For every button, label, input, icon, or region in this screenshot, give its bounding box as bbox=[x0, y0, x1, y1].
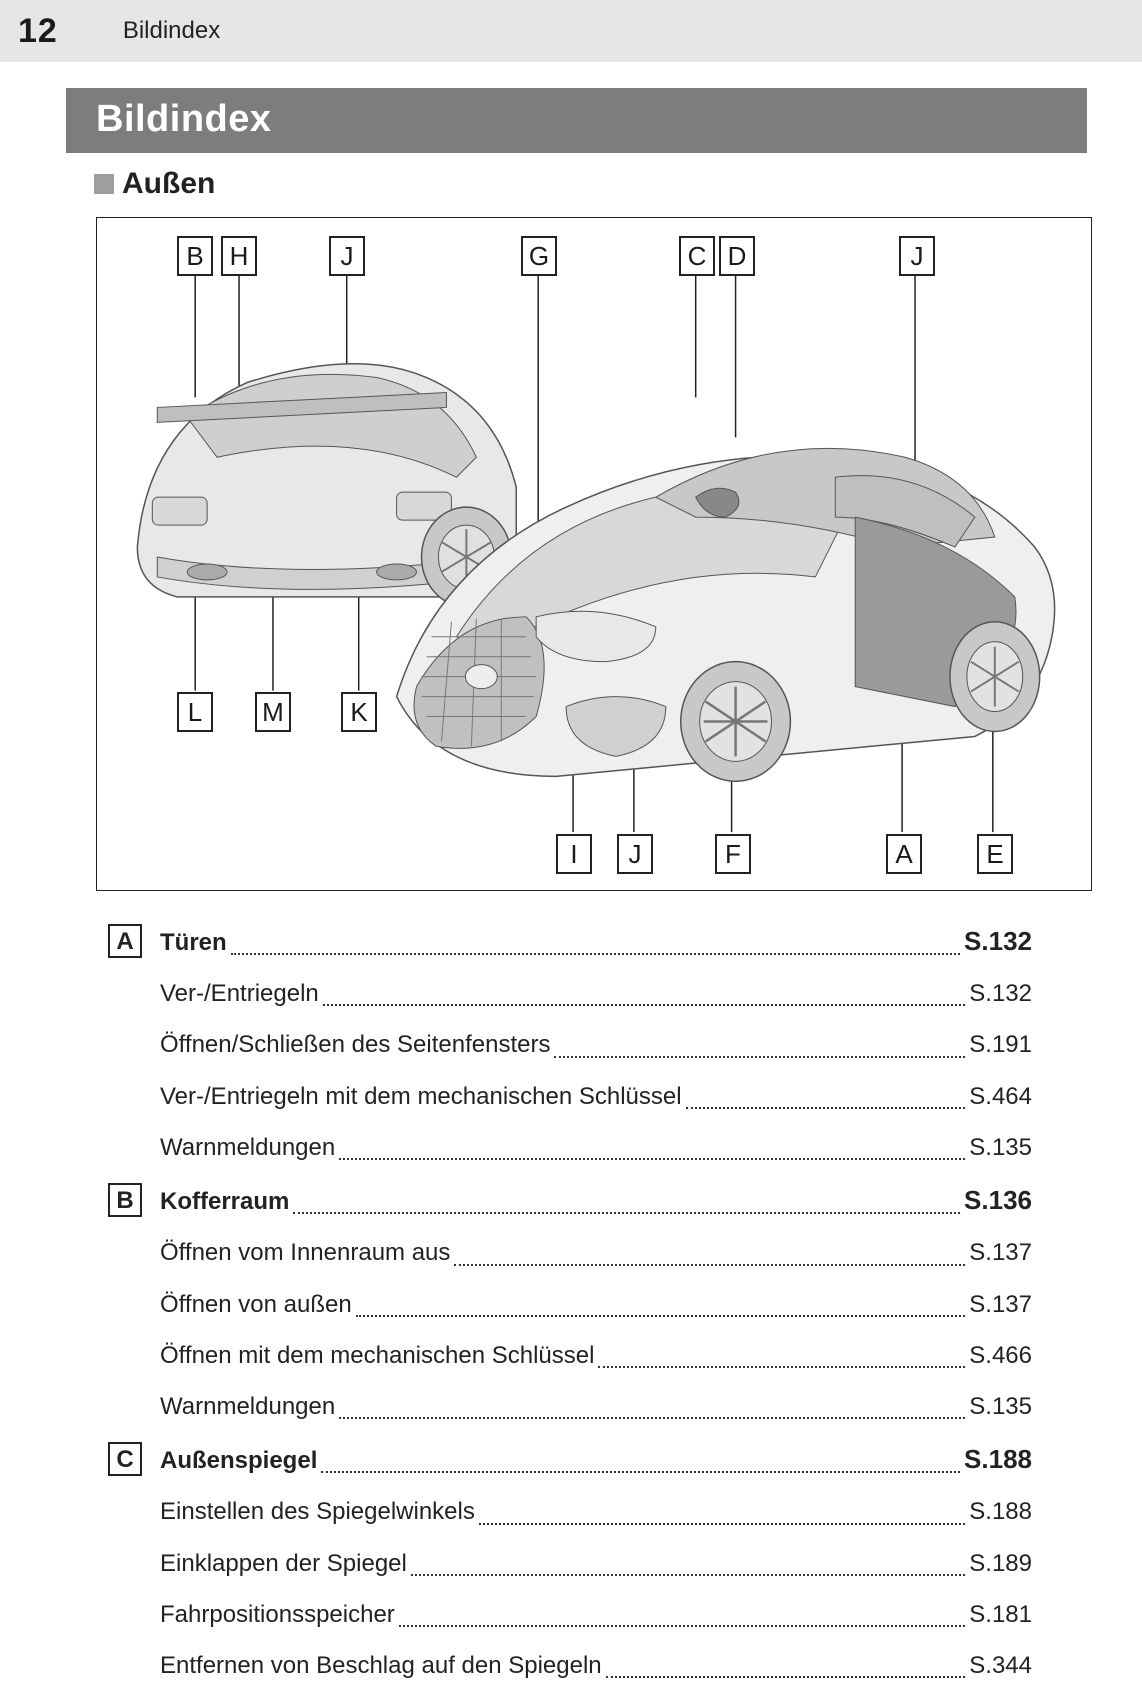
page-number: 12 bbox=[18, 12, 58, 51]
index-heading-page: S.136 bbox=[964, 1180, 1032, 1220]
page-title: Bildindex bbox=[66, 88, 1087, 153]
index-item-page: S.181 bbox=[969, 1596, 1032, 1633]
callout-k: K bbox=[341, 692, 377, 732]
exterior-diagram: BHJGCDJLMKIJFAE bbox=[96, 217, 1092, 891]
leader-dots bbox=[454, 1264, 965, 1266]
callout-b: B bbox=[177, 236, 213, 276]
index-item-row: Ver-/Entriegeln mit dem mechanischen Sch… bbox=[108, 1078, 1032, 1115]
callout-l: L bbox=[177, 692, 213, 732]
index-item-label: Einstellen des Spiegelwinkels bbox=[160, 1493, 475, 1530]
index-item-page: S.135 bbox=[969, 1129, 1032, 1166]
header-section-title: Bildindex bbox=[123, 17, 220, 45]
index-heading-row: B Kofferraum S.136 bbox=[108, 1180, 1032, 1220]
callout-e: E bbox=[977, 834, 1013, 874]
index-item-row: Öffnen mit dem mechanischen Schlüssel S.4… bbox=[108, 1337, 1032, 1374]
page-content: Bildindex Außen bbox=[0, 88, 1142, 1684]
index-heading-page: S.188 bbox=[964, 1439, 1032, 1479]
leader-dots bbox=[293, 1212, 960, 1214]
page-header: 12 Bildindex bbox=[0, 0, 1142, 62]
callout-j: J bbox=[899, 236, 935, 276]
leader-dots bbox=[399, 1625, 965, 1627]
car-illustration bbox=[97, 218, 1091, 890]
callout-g: G bbox=[521, 236, 557, 276]
leader-dots bbox=[411, 1574, 965, 1576]
callout-a: A bbox=[886, 834, 922, 874]
callout-m: M bbox=[255, 692, 291, 732]
index-item-label: Ver-/Entriegeln bbox=[160, 975, 319, 1012]
index-item-label: Warnmeldungen bbox=[160, 1388, 335, 1425]
leader-dots bbox=[686, 1107, 966, 1109]
index-item-row: Entfernen von Beschlag auf den Spiegeln S… bbox=[108, 1647, 1032, 1684]
section-subheading: Außen bbox=[94, 167, 1087, 201]
index-item-page: S.137 bbox=[969, 1234, 1032, 1271]
index-item-label: Öffnen mit dem mechanischen Schlüssel bbox=[160, 1337, 594, 1374]
index-item-page: S.132 bbox=[969, 975, 1032, 1012]
index-heading-label: Außenspiegel bbox=[160, 1442, 317, 1479]
leader-dots bbox=[554, 1056, 965, 1058]
callout-h: H bbox=[221, 236, 257, 276]
index-item-label: Öffnen/Schließen des Seitenfensters bbox=[160, 1026, 550, 1063]
index-item-row: Fahrpositionsspeicher S.181 bbox=[108, 1596, 1032, 1633]
index-item-page: S.464 bbox=[969, 1078, 1032, 1115]
index-item-page: S.137 bbox=[969, 1286, 1032, 1323]
callout-d: D bbox=[719, 236, 755, 276]
index-heading-row: C Außenspiegel S.188 bbox=[108, 1439, 1032, 1479]
index-group-a: A Türen S.132 Ver-/Entriegeln S.132 Öffnen/Sc… bbox=[108, 921, 1032, 1166]
leader-dots bbox=[479, 1523, 965, 1525]
index-item-label: Entfernen von Beschlag auf den Spiegeln bbox=[160, 1647, 602, 1684]
index-list: A Türen S.132 Ver-/Entriegeln S.132 Öffnen/Sc… bbox=[108, 921, 1032, 1684]
callout-f: F bbox=[715, 834, 751, 874]
callout-i: I bbox=[556, 834, 592, 874]
leader-dots bbox=[323, 1004, 966, 1006]
index-item-label: Warnmeldungen bbox=[160, 1129, 335, 1166]
index-item-page: S.188 bbox=[969, 1493, 1032, 1530]
index-letter-box: C bbox=[108, 1442, 142, 1476]
index-heading-page: S.132 bbox=[964, 921, 1032, 961]
index-heading-label: Türen bbox=[160, 924, 227, 961]
callout-c: C bbox=[679, 236, 715, 276]
index-item-label: Öffnen vom Innenraum aus bbox=[160, 1234, 450, 1271]
leader-dots bbox=[606, 1676, 966, 1678]
index-item-page: S.466 bbox=[969, 1337, 1032, 1374]
callout-j: J bbox=[329, 236, 365, 276]
leader-dots bbox=[356, 1315, 966, 1317]
index-item-row: Einstellen des Spiegelwinkels S.188 bbox=[108, 1493, 1032, 1530]
index-item-row: Öffnen von außen S.137 bbox=[108, 1286, 1032, 1323]
leader-dots bbox=[321, 1471, 960, 1473]
index-item-label: Ver-/Entriegeln mit dem mechanischen Sch… bbox=[160, 1078, 682, 1115]
leader-dots bbox=[598, 1366, 965, 1368]
index-heading-row: A Türen S.132 bbox=[108, 921, 1032, 961]
index-item-row: Warnmeldungen S.135 bbox=[108, 1388, 1032, 1425]
callout-j: J bbox=[617, 834, 653, 874]
leader-dots bbox=[339, 1158, 965, 1160]
index-item-page: S.344 bbox=[969, 1647, 1032, 1684]
index-item-page: S.135 bbox=[969, 1388, 1032, 1425]
subheading-text: Außen bbox=[122, 167, 215, 201]
index-item-page: S.189 bbox=[969, 1545, 1032, 1582]
rear-car-icon bbox=[137, 364, 516, 607]
index-item-label: Fahrpositionsspeicher bbox=[160, 1596, 395, 1633]
index-item-row: Einklappen der Spiegel S.189 bbox=[108, 1545, 1032, 1582]
index-item-row: Warnmeldungen S.135 bbox=[108, 1129, 1032, 1166]
index-item-row: Öffnen vom Innenraum aus S.137 bbox=[108, 1234, 1032, 1271]
index-group-c: CAußenspiegelS.188Einstellen des Spiegel… bbox=[108, 1439, 1032, 1684]
index-group-b: B Kofferraum S.136 Öffnen vom Innenraum aus… bbox=[108, 1180, 1032, 1425]
square-bullet-icon bbox=[94, 174, 114, 194]
index-item-label: Öffnen von außen bbox=[160, 1286, 352, 1323]
index-letter-box: A bbox=[108, 924, 142, 958]
index-item-row: Öffnen/Schließen des Seitenfensters S.191 bbox=[108, 1026, 1032, 1063]
index-item-row: Ver-/Entriegeln S.132 bbox=[108, 975, 1032, 1012]
index-item-label: Einklappen der Spiegel bbox=[160, 1545, 407, 1582]
index-heading-label: Kofferraum bbox=[160, 1183, 289, 1220]
leader-dots bbox=[339, 1417, 965, 1419]
index-letter-box: B bbox=[108, 1183, 142, 1217]
leader-dots bbox=[231, 953, 960, 955]
index-item-page: S.191 bbox=[969, 1026, 1032, 1063]
